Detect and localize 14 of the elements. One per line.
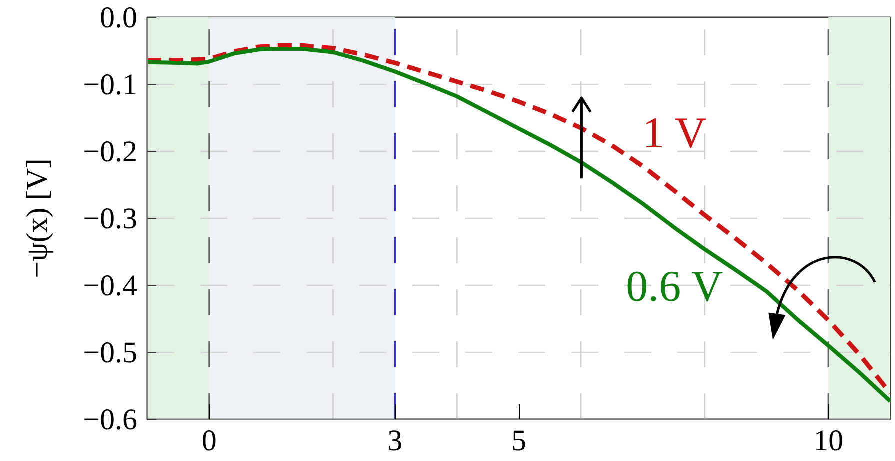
y-axis-title: −ψ(x) [V] bbox=[21, 158, 54, 278]
y-tick-label: −0.4 bbox=[83, 270, 138, 302]
y-tick-label: −0.5 bbox=[83, 336, 138, 370]
y-tick-label: −0.6 bbox=[83, 404, 138, 436]
y-tick-label: −0.2 bbox=[83, 136, 138, 168]
series-label: 0.6 V bbox=[626, 262, 724, 311]
x-tick-label: 0 bbox=[202, 424, 217, 458]
x-tick-label: 5 bbox=[512, 424, 526, 458]
x-tick-label: 3 bbox=[388, 424, 403, 458]
x-tick-label: 10 bbox=[814, 424, 844, 458]
y-tick-label: 0.0 bbox=[100, 2, 138, 34]
y-tick-label: −0.1 bbox=[83, 68, 138, 102]
y-tick-label: −0.3 bbox=[83, 202, 138, 236]
series-label: 1 V bbox=[642, 108, 707, 158]
